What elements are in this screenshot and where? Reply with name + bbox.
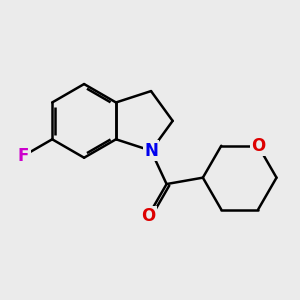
Text: F: F <box>18 147 29 165</box>
Text: O: O <box>141 207 155 225</box>
Text: N: N <box>144 142 158 160</box>
Text: O: O <box>251 137 265 155</box>
